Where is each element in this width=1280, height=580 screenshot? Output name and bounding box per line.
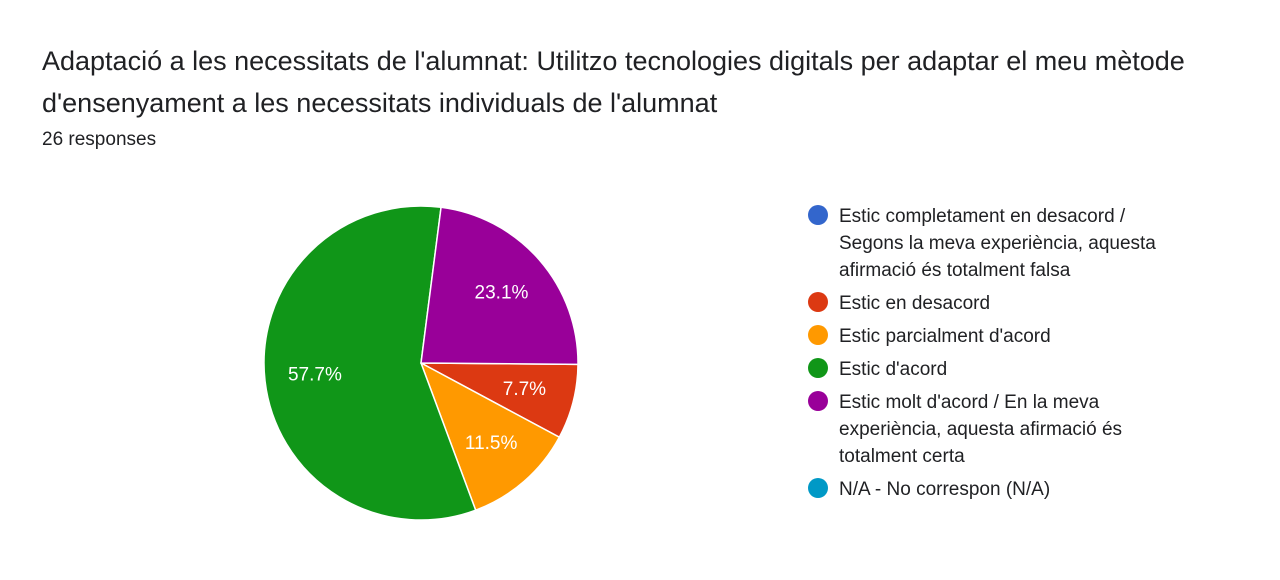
pie-slice-4[interactable] [420, 206, 579, 366]
pie-slice-2[interactable] [419, 361, 561, 512]
response-count: 26 responses [42, 129, 157, 150]
legend-item-5[interactable]: N/A - No correspon (N/A) [808, 476, 1228, 503]
legend-swatch-icon [808, 391, 828, 411]
legend-label: Estic parcialment d'acord [839, 326, 1051, 347]
legend-swatch-icon [808, 205, 828, 225]
legend-item-4[interactable]: Estic molt d'acord / En la meva experièn… [808, 389, 1228, 470]
legend-label: Estic en desacord [839, 293, 991, 314]
legend-label: Estic molt d'acord / En la meva experièn… [839, 392, 1123, 467]
legend-item-1[interactable]: Estic en desacord [808, 290, 1228, 317]
pie-slice-label-1: 7.7% [503, 379, 546, 400]
legend-label: Estic d'acord [839, 359, 948, 380]
pie-slice-3[interactable] [263, 205, 477, 521]
pie-slice-label-2: 11.5% [465, 433, 518, 454]
pie-slice-label-3: 57.7% [288, 365, 342, 386]
legend-item-2[interactable]: Estic parcialment d'acord [808, 323, 1228, 350]
legend-item-3[interactable]: Estic d'acord [808, 356, 1228, 383]
legend-swatch-icon [808, 292, 828, 312]
chart-title: Adaptació a les necessitats de l'alumnat… [42, 46, 1185, 118]
legend-swatch-icon [808, 478, 828, 498]
legend-item-0[interactable]: Estic completament en desacord / Segons … [808, 203, 1228, 284]
legend-swatch-icon [808, 358, 828, 378]
chart-legend: Estic completament en desacord / Segons … [808, 203, 1228, 509]
legend-swatch-icon [808, 325, 828, 345]
pie-slice-label-4: 23.1% [475, 282, 529, 303]
legend-label: N/A - No correspon (N/A) [839, 479, 1051, 500]
legend-label: Estic completament en desacord / Segons … [839, 206, 1156, 281]
